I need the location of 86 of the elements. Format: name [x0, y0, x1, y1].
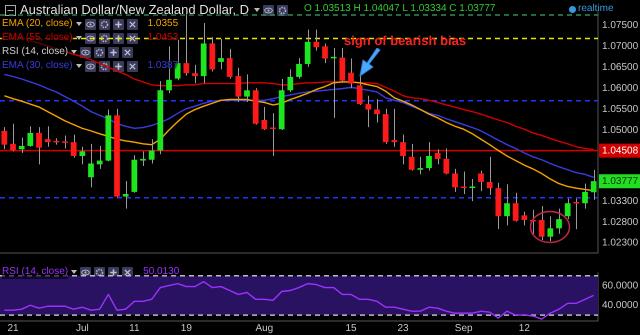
- candlestick: [374, 98, 380, 124]
- candlestick: [434, 148, 441, 165]
- candlestick: [486, 156, 493, 196]
- annotation: RSI (14, close): [2, 45, 68, 59]
- candlestick: [339, 48, 346, 84]
- candlestick: [88, 143, 94, 188]
- candlestick: [452, 168, 458, 192]
- candlestick: [218, 38, 224, 70]
- candlestick: [322, 42, 328, 64]
- candlestick: [521, 211, 528, 226]
- y-tick-label: 1.02300: [602, 238, 639, 249]
- y-tick-label: 60.0000: [602, 280, 639, 292]
- candlestick: [10, 123, 16, 152]
- candlestick: [538, 206, 545, 241]
- candlestick: [44, 126, 51, 148]
- candlestick: [348, 58, 354, 89]
- candlestick: [356, 74, 363, 106]
- candlestick: [226, 48, 233, 80]
- candlestick: [391, 108, 398, 148]
- x-tick-label: 23: [397, 322, 409, 334]
- candlestick: [148, 138, 155, 164]
- candlestick: [330, 48, 337, 118]
- candlestick: [1, 126, 8, 150]
- candlestick: [96, 145, 103, 170]
- candlestick: [304, 29, 311, 68]
- candlestick: [556, 208, 562, 234]
- candlestick: [443, 148, 450, 175]
- candlestick: [417, 156, 424, 175]
- candlestick: [296, 58, 302, 80]
- y-tick-label: 1.06500: [602, 62, 639, 74]
- text: RSI (14, close): [2, 265, 68, 279]
- annotation: 1.03777: [602, 176, 639, 187]
- text: EMA (20, close): [2, 17, 73, 31]
- x-tick-label: Jul: [76, 322, 89, 334]
- y-tick-label: 1.07000: [602, 41, 639, 52]
- y-tick-label: 1.06000: [602, 82, 639, 94]
- candlestick: [469, 178, 476, 202]
- candlestick: [408, 143, 415, 172]
- candlestick: [460, 170, 467, 195]
- candlestick: [244, 74, 250, 103]
- chart-title: Australian Dollar/New Zealand Dollar, D: [20, 2, 250, 17]
- annotation: 50.0130: [143, 265, 180, 279]
- annotation: realtime: [578, 2, 614, 16]
- candlestick: [235, 67, 242, 103]
- candlestick: [62, 134, 68, 149]
- candlestick: [36, 126, 42, 165]
- y-tick-label: 1.02800: [602, 216, 639, 228]
- x-tick-label: Aug: [255, 322, 274, 334]
- candlestick: [426, 142, 432, 172]
- y-tick-label: 40.0000: [602, 300, 639, 312]
- candlestick: [582, 183, 588, 210]
- chart-subtitle: O 1.03513 H 1.04047 L 1.03334 C 1.03777: [304, 3, 496, 14]
- candlestick: [287, 68, 294, 92]
- candlestick: [365, 95, 372, 128]
- x-tick-label: 19: [180, 322, 192, 334]
- candlestick: [270, 112, 276, 156]
- candlestick: [564, 198, 571, 220]
- candlestick: [573, 198, 580, 230]
- candlestick: [512, 192, 519, 222]
- candlestick: [122, 180, 129, 210]
- candlestick: [79, 146, 86, 165]
- x-tick-label: 11: [129, 322, 140, 334]
- candlestick: [504, 184, 510, 226]
- x-tick-label: 12: [518, 322, 530, 334]
- candlestick: [27, 126, 34, 148]
- x-tick-label: 15: [345, 322, 357, 334]
- ref-line-label: 1.04508: [602, 145, 639, 156]
- candlestick: [140, 150, 146, 167]
- y-tick-label: 1.05500: [602, 104, 639, 115]
- candlestick: [478, 170, 484, 192]
- candlestick: [261, 106, 268, 131]
- annotation: 1.0453: [148, 31, 178, 45]
- candlestick: [590, 169, 597, 200]
- series-label: EMA (55, close): [2, 31, 73, 45]
- x-tick-label: 21: [7, 322, 19, 334]
- annotation: 1.0355: [148, 17, 178, 31]
- candlestick: [192, 64, 198, 84]
- candlestick: [70, 134, 77, 158]
- candlestick: [400, 134, 406, 165]
- y-tick-label: 1.05000: [602, 124, 639, 136]
- candlestick: [547, 216, 554, 242]
- y-tick-label: 1.07500: [602, 20, 639, 32]
- y-tick-label: 1.03300: [602, 196, 639, 207]
- x-tick-label: Sep: [454, 322, 473, 334]
- series-label: EMA (30, close): [2, 59, 73, 73]
- candlestick: [18, 137, 25, 154]
